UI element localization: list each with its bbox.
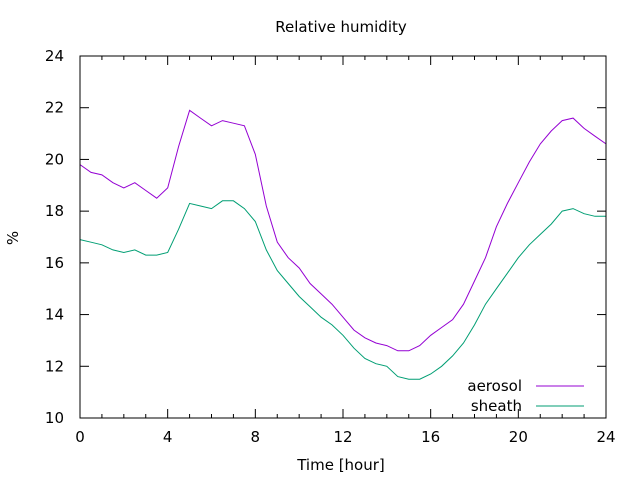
legend-label-sheath: sheath [471, 397, 522, 415]
y-axis-label: % [4, 231, 22, 245]
x-tick-label: 16 [421, 428, 440, 446]
y-tick-label: 24 [45, 47, 64, 65]
x-tick-label: 4 [163, 428, 173, 446]
legend-label-aerosol: aerosol [467, 377, 522, 395]
legend: aerosol sheath [467, 377, 584, 415]
x-axis-label: Time [hour] [296, 456, 385, 474]
axis-ticks [79, 55, 607, 419]
axis-tick-labels: 0 4 8 12 16 20 24 10 12 14 16 18 20 22 24 [45, 47, 616, 446]
series-lines [79, 109, 607, 380]
y-tick-label: 16 [45, 254, 64, 272]
series-line-sheath [79, 200, 606, 380]
y-tick-label: 20 [45, 150, 64, 168]
x-tick-label: 8 [251, 428, 261, 446]
chart-title: Relative humidity [275, 18, 407, 36]
y-tick-label: 18 [45, 202, 64, 220]
x-tick-label: 12 [333, 428, 352, 446]
y-tick-label: 14 [45, 306, 64, 324]
plot-frame [79, 55, 607, 419]
x-tick-label: 0 [75, 428, 85, 446]
y-tick-label: 12 [45, 357, 64, 375]
x-tick-label: 20 [509, 428, 528, 446]
x-tick-label: 24 [596, 428, 615, 446]
y-tick-label: 10 [45, 409, 64, 427]
series-line-aerosol [79, 109, 607, 352]
y-tick-label: 22 [45, 99, 64, 117]
